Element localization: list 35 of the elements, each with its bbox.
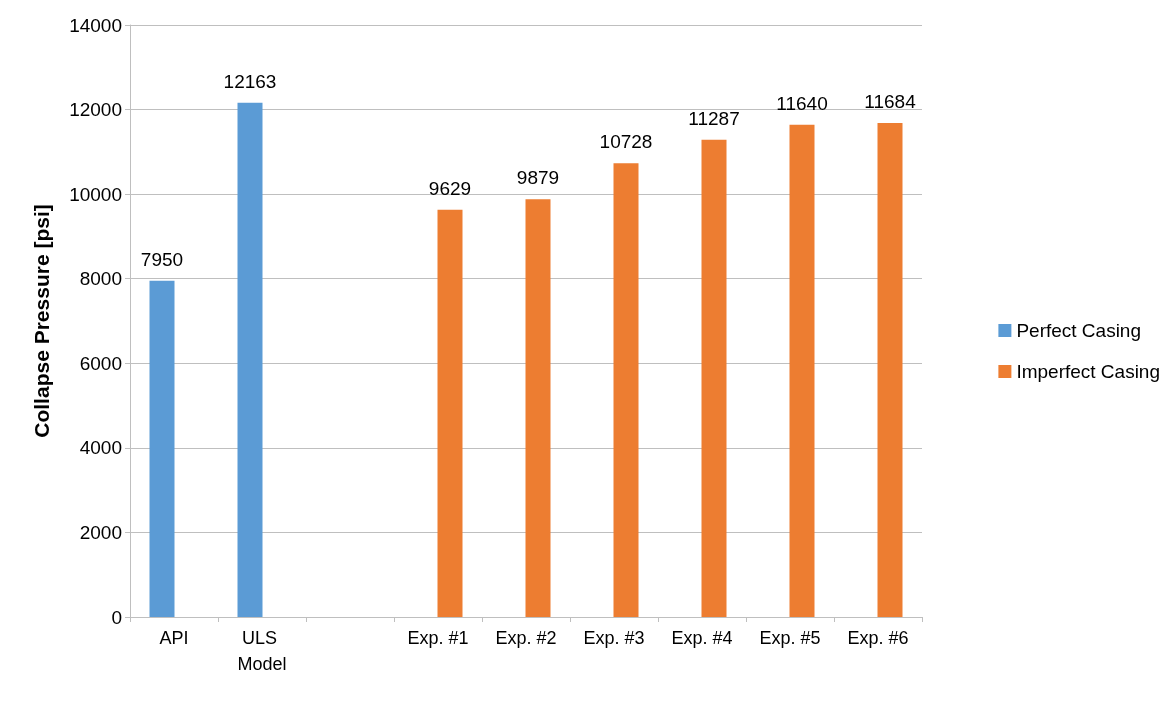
- y-tick-label: 2000: [79, 521, 122, 543]
- y-tick-label: 6000: [79, 352, 122, 374]
- bar: [789, 124, 815, 617]
- x-tick-label: Exp. #5: [759, 628, 821, 648]
- bar: [437, 209, 463, 617]
- data-label: 7950: [140, 248, 184, 270]
- bar: [701, 139, 727, 617]
- y-tick-label: 4000: [79, 437, 122, 459]
- legend-label: Perfect Casing: [1016, 320, 1142, 341]
- data-label: 11287: [688, 107, 740, 129]
- y-tick-label: 12000: [69, 99, 122, 121]
- y-tick-label: 0: [111, 606, 122, 628]
- data-label: 11640: [776, 92, 828, 114]
- x-tick-label: Exp. #2: [495, 628, 557, 648]
- y-axis-title: Collapse Pressure [psi]: [30, 204, 53, 438]
- bar: [877, 122, 903, 617]
- bar: [237, 102, 263, 617]
- x-tick-label: Exp. #6: [847, 628, 909, 648]
- x-tick-label: Exp. #4: [671, 628, 733, 648]
- bar: [525, 199, 551, 617]
- y-tick-label: 8000: [79, 268, 122, 290]
- data-label: 12163: [223, 70, 277, 92]
- bar: [613, 163, 639, 617]
- y-tick-label: 14000: [69, 14, 122, 36]
- legend-label: Imperfect Casing: [1016, 361, 1161, 382]
- data-label: 9879: [516, 167, 560, 189]
- data-label: 9629: [428, 177, 472, 199]
- x-tick-label: Exp. #1: [407, 628, 469, 648]
- data-label: 10728: [599, 131, 653, 153]
- x-tick-label: Exp. #3: [583, 628, 645, 648]
- x-tick-label: API: [159, 628, 189, 648]
- x-tick-label: ULS Model: [237, 628, 287, 674]
- bar: [149, 280, 175, 617]
- y-tick-label: 10000: [69, 183, 122, 205]
- data-label: 11684: [864, 90, 917, 112]
